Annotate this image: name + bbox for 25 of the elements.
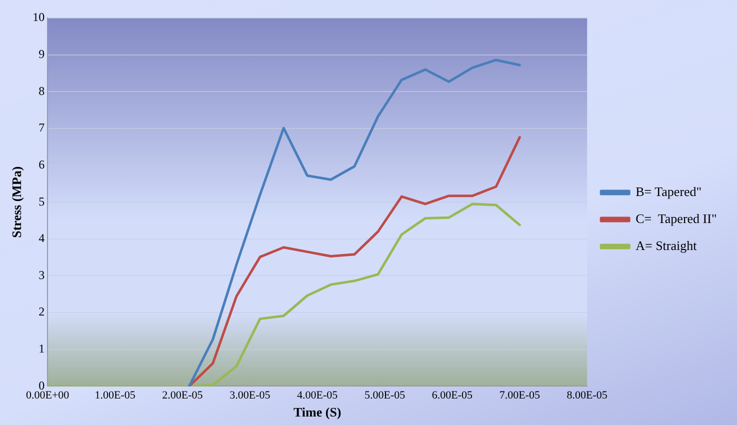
x-axis-title: Time (S) [293,404,342,420]
y-tick-label: 8 [38,84,45,98]
y-tick-label: 2 [38,304,45,319]
x-tick-label: 3.00E-05 [230,390,271,402]
x-tick-label: 2.00E-05 [162,390,204,402]
y-tick-label: 9 [38,46,45,61]
x-tick-label: 8.00E-05 [566,390,608,402]
y-tick-label: 1 [38,342,45,356]
y-tick-label: 6 [38,157,45,172]
y-tick-label: 0 [38,378,45,392]
y-tick-label: 3 [38,268,45,282]
x-tick-label: 1.00E-05 [94,390,136,402]
y-tick-label: 4 [38,231,45,246]
y-tick-label: 7 [38,120,45,135]
y-tick-label: 10 [32,10,45,24]
y-tick-label: 5 [38,194,45,208]
y-axis-title: Stress (MPa) [9,166,24,238]
x-tick-label: 6.00E-05 [432,390,474,402]
legend-label: B= Tapered" [636,184,702,199]
legend-label: C= Tapered II" [636,210,717,226]
x-tick-label: 5.00E-05 [364,390,406,402]
x-tick-label: 0.00E+00 [26,390,70,402]
x-tick-label: 7.00E-05 [499,390,540,402]
x-tick-label: 4.00E-05 [297,390,338,402]
legend-label: A= Straight [636,238,698,253]
